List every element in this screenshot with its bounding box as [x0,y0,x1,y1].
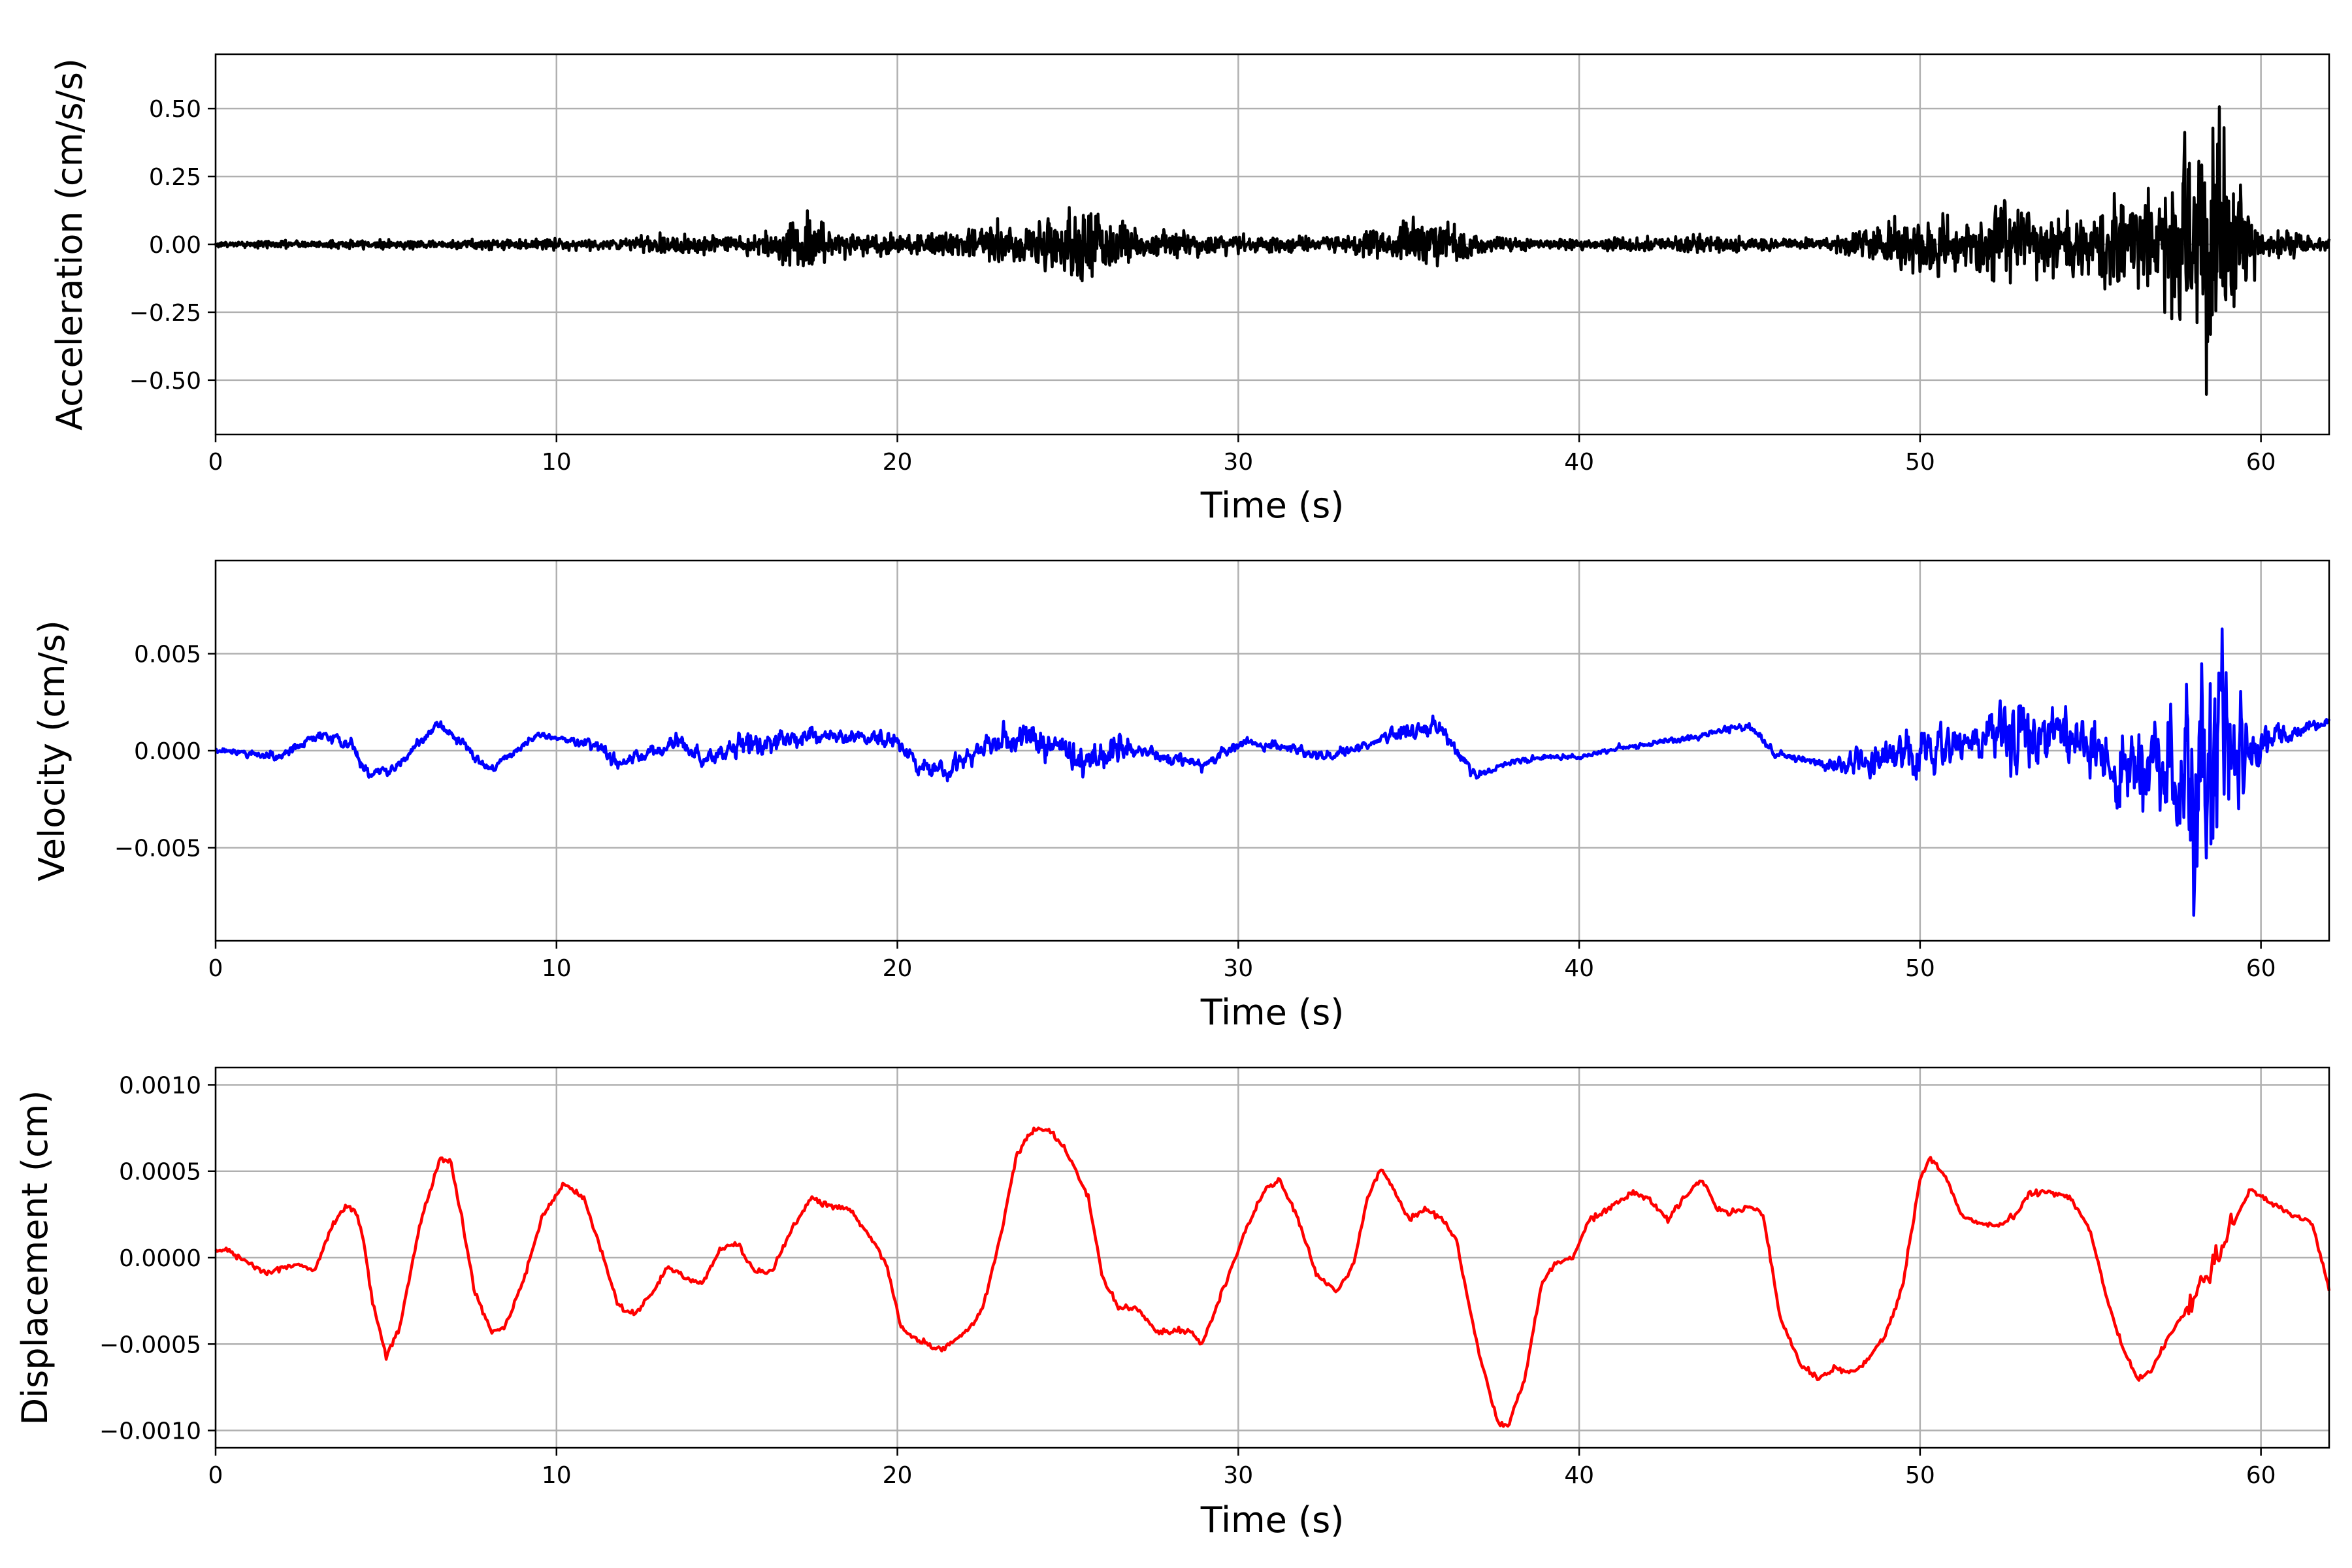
x-tick-label: 0 [208,449,223,476]
x-tick-label: 60 [2246,955,2276,982]
displacement-trace [214,1126,2331,1428]
acceleration-x-axis-label: Time (s) [1200,485,1345,526]
displacement-grid [214,1068,2329,1448]
x-tick-label: 0 [208,955,223,982]
x-tick-label: 10 [542,955,572,982]
x-tick-label: 50 [1905,449,1935,476]
y-tick-label: −0.005 [114,835,201,862]
x-tick-label: 10 [542,449,572,476]
x-tick-label: 30 [1223,955,1253,982]
x-tick-label: 60 [2246,449,2276,476]
acceleration-trace [214,105,2331,396]
displacement-axes-frame [214,1066,2330,1449]
y-tick-label: 0.50 [149,96,201,123]
x-tick-label: 10 [542,1462,572,1489]
x-tick-label: 20 [883,449,913,476]
x-tick-label: 40 [1564,955,1594,982]
velocity-y-axis-label: Velocity (cm/s) [31,620,73,881]
x-tick-label: 40 [1564,449,1594,476]
acceleration-y-axis-label: Acceleration (cm/s/s) [49,58,90,431]
y-tick-label: 0.000 [134,738,201,765]
x-tick-label: 40 [1564,1462,1594,1489]
displacement-y-axis-label: Displacement (cm) [14,1090,56,1426]
y-tick-label: −0.0010 [99,1418,201,1445]
velocity-trace [214,627,2331,917]
velocity-axes-frame [214,559,2330,942]
displacement-panel: 0 10 20 30 40 50 60 0.0010 0.0005 0.0000 −0.0005 −0… [14,1066,2331,1541]
y-tick-label: 0.25 [149,164,201,191]
displacement-x-axis-label: Time (s) [1200,1499,1345,1541]
y-tick-label: 0.0000 [119,1245,201,1272]
x-tick-label: 50 [1905,955,1935,982]
acceleration-panel: 0 10 20 30 40 50 60 0.50 0.25 0.00 −0.25 −0.50 Acce… [49,53,2331,526]
x-tick-label: 30 [1223,1462,1253,1489]
velocity-panel: 0 10 20 30 40 50 60 0.005 0.000 −0.005 Velocity (… [31,559,2331,1033]
velocity-ticks: 0 10 20 30 40 50 60 0.005 0.000 −0.005 [114,642,2276,982]
y-tick-label: −0.0005 [99,1331,201,1358]
y-tick-label: 0.005 [134,642,201,668]
y-tick-label: 0.0010 [119,1072,201,1099]
x-tick-label: 50 [1905,1462,1935,1489]
x-tick-label: 30 [1223,449,1253,476]
acceleration-axes-frame [214,53,2330,436]
y-tick-label: −0.50 [129,368,201,395]
x-tick-label: 20 [883,955,913,982]
acceleration-ticks: 0 10 20 30 40 50 60 0.50 0.25 0.00 −0.25 −0.50 [129,96,2276,476]
y-tick-label: 0.00 [149,232,201,259]
displacement-ticks: 0 10 20 30 40 50 60 0.0010 0.0005 0.0000 −0.0005 −0… [99,1072,2276,1489]
x-tick-label: 60 [2246,1462,2276,1489]
x-tick-label: 0 [208,1462,223,1489]
x-tick-label: 20 [883,1462,913,1489]
velocity-x-axis-label: Time (s) [1200,992,1345,1033]
y-tick-label: 0.0005 [119,1159,201,1186]
y-tick-label: −0.25 [129,300,201,327]
